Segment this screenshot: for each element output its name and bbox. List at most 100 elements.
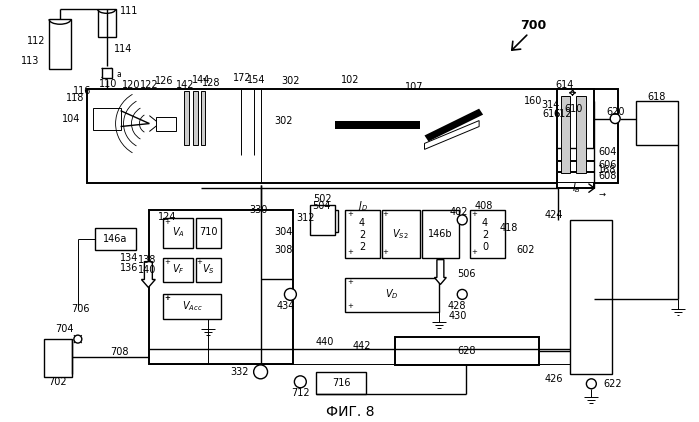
Text: 716: 716 (332, 378, 350, 388)
Text: +: + (347, 249, 353, 254)
FancyArrow shape (434, 260, 447, 284)
Bar (345, 210, 380, 258)
Bar (193, 91, 198, 146)
Text: 136: 136 (120, 262, 138, 273)
Text: 124: 124 (158, 212, 177, 222)
Circle shape (254, 365, 268, 379)
Text: 440: 440 (316, 337, 334, 347)
Text: 2: 2 (359, 230, 365, 240)
Bar (421, 210, 459, 258)
Bar (310, 205, 335, 235)
Bar (196, 258, 221, 282)
Text: +: + (164, 259, 170, 265)
Text: 138: 138 (138, 254, 157, 265)
Text: 114: 114 (114, 44, 132, 54)
Bar (316, 372, 366, 394)
Text: 418: 418 (500, 223, 518, 233)
Bar (184, 91, 189, 146)
Bar (556, 89, 594, 188)
Bar (201, 91, 205, 146)
Text: 113: 113 (21, 56, 39, 66)
Text: +: + (471, 249, 477, 254)
Text: 708: 708 (110, 347, 129, 357)
Circle shape (294, 376, 306, 388)
Circle shape (457, 215, 467, 225)
Circle shape (457, 289, 467, 299)
Text: +: + (347, 303, 353, 309)
Text: 700: 700 (521, 19, 547, 32)
Text: 312: 312 (296, 213, 315, 223)
Text: 706: 706 (71, 304, 89, 314)
Text: +: + (383, 249, 389, 254)
Bar (164, 295, 221, 319)
Text: +: + (164, 219, 170, 225)
Text: 618: 618 (648, 92, 666, 102)
Text: 304: 304 (274, 227, 292, 237)
Bar (561, 96, 570, 173)
Text: 104: 104 (62, 114, 80, 124)
Text: 330: 330 (250, 205, 268, 215)
Bar (98, 9, 115, 37)
Text: 172: 172 (233, 73, 252, 83)
Bar (157, 116, 176, 130)
Bar (196, 218, 221, 248)
Text: +: + (569, 88, 576, 97)
Text: 314: 314 (542, 100, 560, 110)
Text: 107: 107 (405, 82, 424, 92)
Bar (164, 258, 193, 282)
Text: 112: 112 (27, 36, 45, 46)
Bar (556, 172, 594, 182)
Text: ФИГ. 8: ФИГ. 8 (326, 405, 374, 419)
Bar (345, 278, 440, 312)
Text: 704: 704 (55, 324, 74, 334)
Text: 4: 4 (359, 218, 365, 228)
Bar (636, 101, 678, 146)
Text: $V_S$: $V_S$ (201, 262, 215, 276)
Text: 111: 111 (120, 6, 138, 16)
Text: 134: 134 (120, 253, 138, 262)
Text: +: + (383, 211, 389, 217)
Text: 504: 504 (312, 201, 331, 211)
Text: 426: 426 (545, 374, 563, 384)
Text: +: + (347, 211, 353, 217)
Text: 712: 712 (291, 388, 310, 398)
Text: 430: 430 (448, 311, 466, 321)
Text: +: + (196, 259, 202, 265)
Text: 302: 302 (274, 116, 292, 126)
Bar (49, 19, 71, 69)
Text: 154: 154 (247, 75, 266, 85)
Text: 424: 424 (545, 210, 563, 220)
Circle shape (284, 289, 296, 300)
Bar (87, 89, 618, 183)
Text: 126: 126 (155, 76, 173, 86)
Text: 602: 602 (517, 245, 535, 255)
Text: 160: 160 (524, 96, 542, 106)
Text: 144: 144 (192, 75, 210, 85)
Text: +: + (347, 279, 353, 284)
Text: 506: 506 (457, 268, 476, 279)
Bar (93, 108, 120, 130)
Text: 116: 116 (73, 86, 92, 96)
Text: 120: 120 (122, 80, 140, 90)
Text: 332: 332 (230, 367, 249, 377)
Text: 2: 2 (359, 242, 365, 252)
Text: +: + (164, 295, 170, 301)
Bar (335, 121, 419, 129)
Text: 140: 140 (138, 265, 157, 275)
Text: 620: 620 (606, 107, 624, 116)
Text: $V_{Acc}$: $V_{Acc}$ (182, 300, 203, 313)
Bar (556, 161, 594, 171)
Text: $V_D$: $V_D$ (385, 287, 398, 301)
Text: 608: 608 (598, 171, 617, 181)
Text: 128: 128 (202, 78, 220, 88)
Bar (382, 210, 419, 258)
Bar (95, 228, 136, 250)
Text: 604: 604 (598, 147, 617, 157)
Polygon shape (424, 121, 479, 149)
Text: 408: 408 (474, 201, 493, 211)
Text: 702: 702 (49, 377, 67, 387)
Polygon shape (424, 108, 483, 141)
Text: 308: 308 (274, 245, 292, 255)
Bar (470, 210, 505, 258)
Text: +: + (164, 295, 170, 301)
